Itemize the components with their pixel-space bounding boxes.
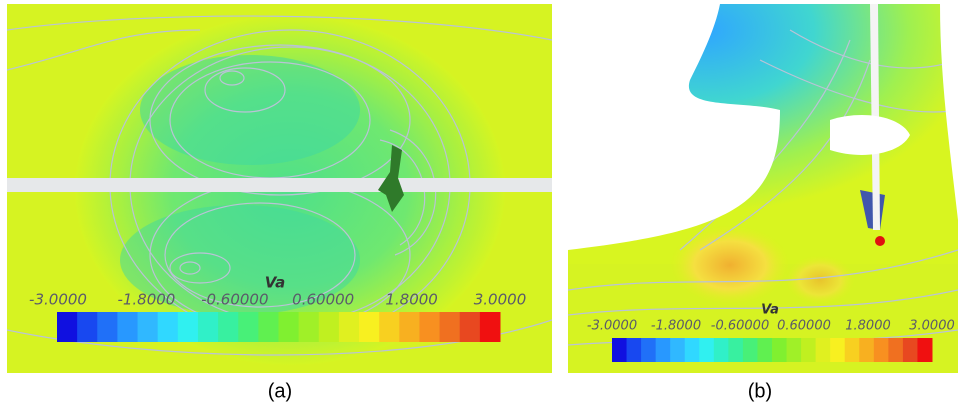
colorbar-swatch <box>479 312 501 342</box>
streamline <box>169 252 231 284</box>
colorbar-title: Va <box>265 274 286 292</box>
colorbar-swatch <box>902 338 918 362</box>
colorbar-swatch <box>97 312 118 342</box>
colorbar-swatch <box>238 312 259 342</box>
colorbar-swatch <box>218 312 239 342</box>
colorbar-swatch <box>888 338 904 362</box>
colorbar-swatch <box>338 312 360 342</box>
streamline <box>7 29 201 71</box>
colorbar-tick-label: -1.8000 <box>117 291 175 309</box>
colorbar-ticks: -3.0000 -1.8000 -0.60000 0.60000 1.8000 3.000… <box>587 319 955 334</box>
caption: (a) <box>268 380 292 402</box>
flow-region <box>670 225 790 305</box>
streamline <box>204 67 286 113</box>
colorbar-swatch <box>258 312 279 342</box>
colorbar-swatch <box>612 338 628 362</box>
streamline <box>149 44 411 196</box>
streamline <box>164 202 356 308</box>
panel-b: Va -3.0000 -1.8000 -0.60000 0.60000 1.8000 3.… <box>568 4 958 373</box>
colorbar-swatch <box>318 312 340 342</box>
colorbar-tick-label: -3.0000 <box>29 291 87 309</box>
colorbar-tick-label: 1.8000 <box>845 319 891 334</box>
colorbar <box>612 338 933 362</box>
colorbar-tick-label: 3.0000 <box>474 291 527 309</box>
colorbar-swatch <box>399 312 420 342</box>
colorbar-ticks: -3.0000 -1.8000 -0.60000 0.60000 1.8000 3.000… <box>29 291 526 309</box>
flow-region <box>140 55 360 165</box>
colorbar-swatch <box>197 312 219 342</box>
streamline <box>389 129 437 256</box>
colorbar-swatch <box>626 338 642 362</box>
colorbar-swatch <box>859 338 875 362</box>
colorbar-swatch <box>830 338 846 362</box>
colorbar-swatch <box>684 338 700 362</box>
flow-region <box>785 255 855 305</box>
streamline <box>7 15 552 41</box>
colorbar-swatch <box>670 338 686 362</box>
colorbar-swatch <box>873 338 889 362</box>
colorbar-tick-label: 0.60000 <box>777 319 831 334</box>
colorbar-swatch <box>815 338 831 362</box>
flow-region <box>830 115 910 155</box>
colorbar-tick-label: -3.0000 <box>587 319 637 334</box>
colorbar-swatch <box>439 312 461 342</box>
streamline <box>679 39 851 251</box>
flow-region <box>378 145 404 212</box>
colorbar-swatch <box>801 338 817 362</box>
colorbar-swatch <box>699 338 715 362</box>
streamline <box>219 70 245 86</box>
flow-region <box>940 4 958 220</box>
flow-region <box>120 205 360 315</box>
colorbar <box>57 312 501 342</box>
colorbar-swatch <box>278 312 300 342</box>
colorbar-swatch <box>655 338 671 362</box>
colorbar-swatch <box>157 312 179 342</box>
flow-region <box>7 178 552 192</box>
colorbar-swatch <box>177 312 199 342</box>
colorbar-swatch <box>728 338 744 362</box>
colorbar-tick-label: 0.60000 <box>292 291 354 309</box>
streamline <box>759 59 958 113</box>
streamline <box>179 261 201 275</box>
flow-region <box>875 236 885 246</box>
colorbar-swatch <box>786 338 802 362</box>
colorbar-swatch <box>137 312 159 342</box>
colorbar-tick-label: 3.0000 <box>909 319 955 334</box>
colorbar-swatch <box>713 338 729 362</box>
colorbar-swatch <box>772 338 788 362</box>
colorbar-title: Va <box>761 303 779 318</box>
streamline <box>699 59 871 251</box>
colorbar-swatch <box>742 338 758 362</box>
colorbar-swatch <box>298 312 320 342</box>
streamline <box>568 289 958 316</box>
colorbar-tick-label: -1.8000 <box>651 319 701 334</box>
colorbar-swatch <box>77 312 98 342</box>
colorbar-tick-label: 1.8000 <box>385 291 438 309</box>
colorbar-swatch <box>844 338 860 362</box>
colorbar-swatch <box>459 312 481 342</box>
colorbar-swatch <box>419 312 441 342</box>
colorbar-swatch <box>359 312 380 342</box>
flow-region <box>568 4 780 250</box>
streamline <box>568 249 958 291</box>
panel-a: Va -3.0000 -1.8000 -0.60000 0.60000 1.8000 3.… <box>7 4 552 373</box>
colorbar-tick-label: -0.60000 <box>201 291 268 309</box>
colorbar-swatch <box>379 312 400 342</box>
colorbar-swatch <box>57 312 78 342</box>
colorbar-swatch <box>641 338 657 362</box>
colorbar-tick-label: -0.60000 <box>711 319 769 334</box>
colorbar-swatch <box>757 338 773 362</box>
colorbar-swatch <box>117 312 139 342</box>
colorbar-swatch <box>917 338 933 362</box>
caption: (b) <box>748 380 772 402</box>
